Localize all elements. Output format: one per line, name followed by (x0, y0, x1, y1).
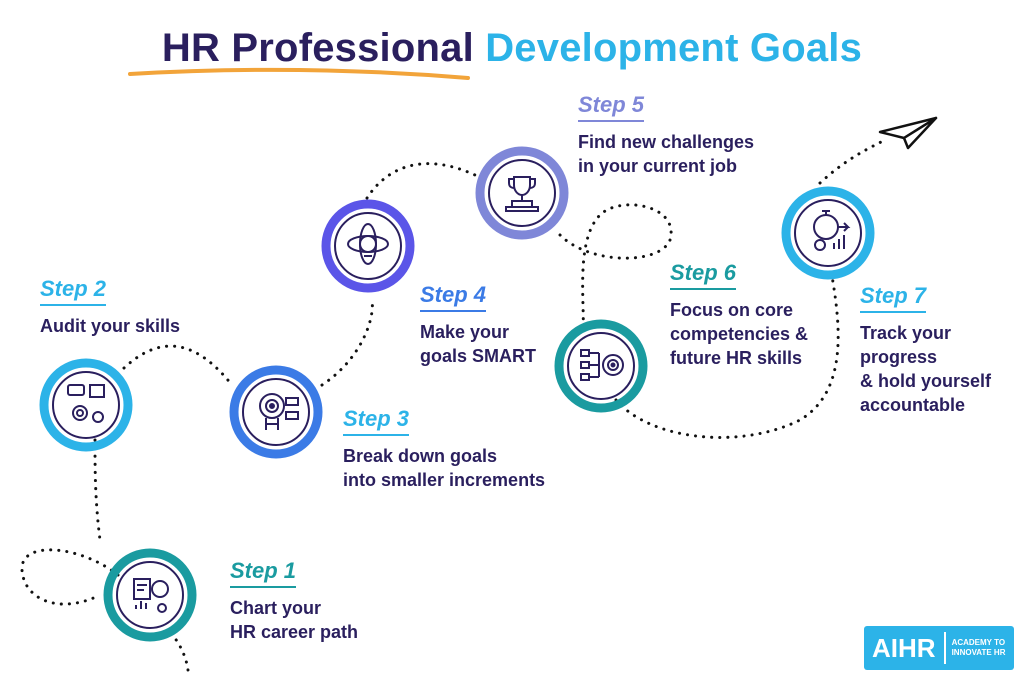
step-1-line-2: HR career path (230, 622, 359, 642)
stopwatch-progress-icon (813, 210, 851, 251)
step-1-line-1: Chart your (230, 598, 322, 618)
step-4: Step 4 Make your goals SMART (420, 282, 536, 368)
step-3-line-2: into smaller increments (343, 470, 546, 490)
step-5-text: Find new challenges in your current job (578, 130, 754, 178)
step-1-circle (103, 548, 197, 642)
lightbulb-icon (347, 223, 389, 265)
step-6-line-3: future HR skills (670, 348, 803, 368)
career-path-icon (133, 578, 169, 613)
aihr-logo: AIHR ACADEMY TO INNOVATE HR (864, 626, 1014, 670)
step-5-line-1: Find new challenges (578, 132, 755, 152)
step-2-line-1: Audit your skills (40, 316, 181, 336)
step-5: Step 5 Find new challenges in your curre… (578, 92, 754, 178)
step-1: Step 1 Chart your HR career path (230, 558, 358, 644)
step-7-text: Track your progress & hold yourself acco… (860, 321, 991, 417)
target-ladder-icon (259, 393, 299, 430)
step-6-line-2: competencies & (670, 324, 809, 344)
step-4-line-2: goals SMART (420, 346, 537, 366)
step-7-line-4: accountable (860, 395, 966, 415)
step-4-circle (321, 199, 415, 293)
title-part-1: HR Professional (161, 26, 474, 70)
step-4-line-1: Make your (420, 322, 510, 342)
step-2-text: Audit your skills (40, 314, 180, 338)
step-3: Step 3 Break down goals into smaller inc… (343, 406, 545, 492)
step-5-circle (475, 146, 569, 240)
skills-audit-icon (67, 384, 105, 423)
step-6-label: Step 6 (670, 260, 737, 290)
logo-tagline-line-1: ACADEMY TO (951, 638, 1006, 647)
step-6-line-1: Focus on core (670, 300, 794, 320)
step-3-text: Break down goals into smaller increments (343, 444, 545, 492)
step-2-label: Step 2 (40, 276, 107, 306)
page-title: HR Professional Development Goals (0, 26, 1024, 71)
step-7-line-3: & hold yourself (860, 371, 992, 391)
step-7-line-1: Track your (860, 323, 952, 343)
step-6-text: Focus on core competencies & future HR s… (670, 298, 808, 370)
trophy-icon (505, 176, 539, 212)
step-1-text: Chart your HR career path (230, 596, 358, 644)
logo-tagline-line-2: INNOVATE HR (951, 648, 1006, 657)
step-2: Step 2 Audit your skills (40, 276, 180, 338)
step-7-circle (781, 186, 875, 280)
step-3-line-1: Break down goals (343, 446, 498, 466)
step-7-label: Step 7 (860, 283, 927, 313)
step-7: Step 7 Track your progress & hold yourse… (860, 283, 991, 417)
step-5-line-2: in your current job (578, 156, 738, 176)
logo-wordmark: AIHR (864, 632, 946, 664)
target-flowchart-icon (580, 349, 624, 381)
step-5-label: Step 5 (578, 92, 645, 122)
step-2-circle (39, 358, 133, 452)
step-1-label: Step 1 (230, 558, 297, 588)
step-7-line-2: progress (860, 347, 938, 367)
paper-plane-icon (878, 116, 938, 150)
step-3-circle (229, 365, 323, 459)
logo-tagline: ACADEMY TO INNOVATE HR (946, 638, 1014, 658)
step-4-label: Step 4 (420, 282, 487, 312)
step-6-circle (554, 319, 648, 413)
title-underline-swoosh (128, 67, 470, 80)
step-6: Step 6 Focus on core competencies & futu… (670, 260, 808, 370)
title-part-2: Development Goals (485, 26, 863, 70)
step-4-text: Make your goals SMART (420, 320, 536, 368)
step-3-label: Step 3 (343, 406, 410, 436)
